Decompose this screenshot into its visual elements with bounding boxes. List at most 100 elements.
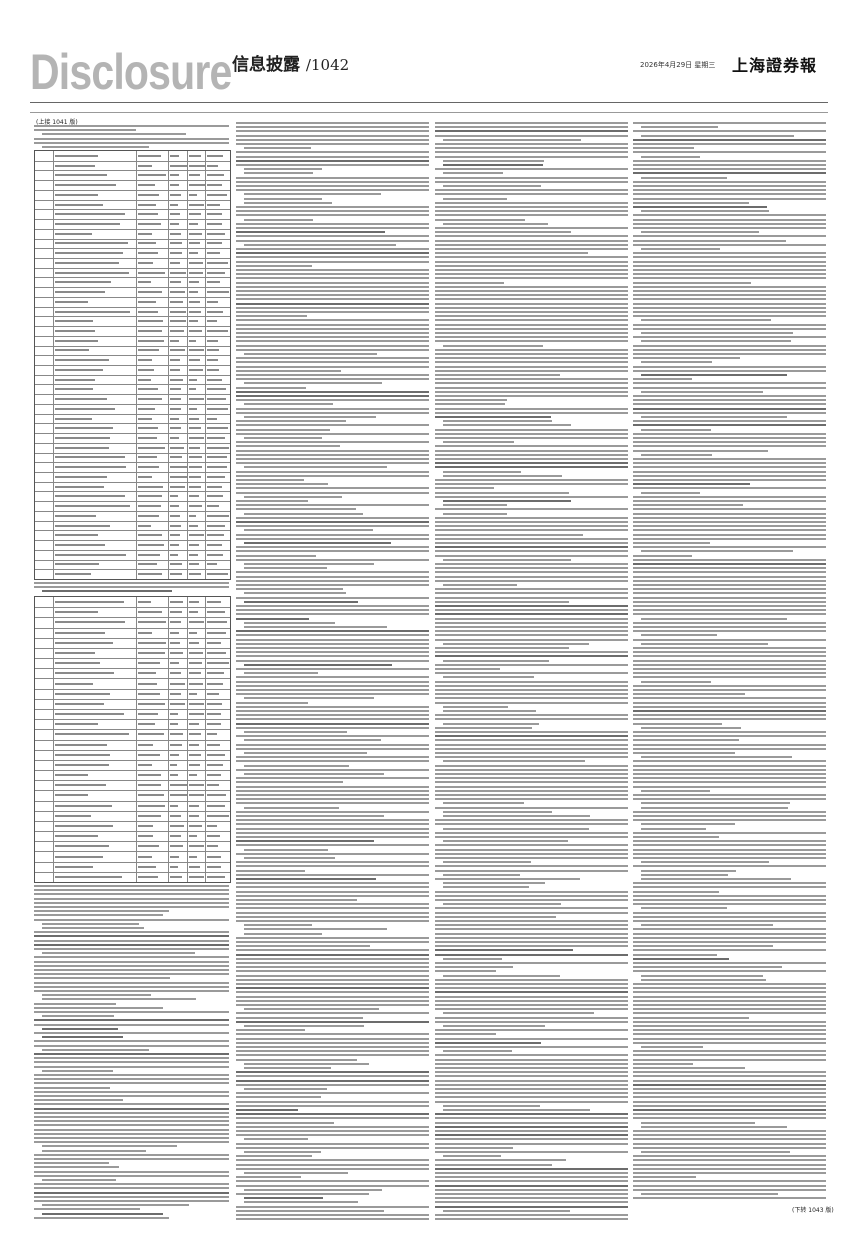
text-line [435,453,628,456]
table-cell [189,505,203,508]
text-line [633,1146,826,1149]
table-cell [138,524,152,527]
text-line [633,752,736,754]
text-line [435,399,508,402]
text-line [236,1058,357,1061]
table-cell [189,662,203,665]
table-cell [169,865,179,868]
text-line [641,974,764,977]
table-cell [169,407,181,410]
text-line [236,395,429,397]
table-cell [189,514,197,517]
text-line [633,147,694,150]
table-cell [138,682,157,685]
table-cell [54,164,96,167]
text-line [633,600,826,603]
text-line [236,907,429,910]
table-cell [169,825,185,828]
text-line [236,504,429,507]
text-line [236,655,429,658]
text-line [34,1162,109,1165]
text-line [435,869,628,872]
table-row-divider [35,160,230,162]
text-line [236,903,429,906]
text-line [435,252,589,255]
text-line [641,126,719,129]
text-line [435,1180,628,1183]
text-line [236,680,429,683]
table-row-divider [35,820,230,822]
text-line [633,777,826,780]
text-line [435,1033,497,1036]
text-line [641,176,728,179]
text-line [236,1134,429,1137]
table-row-divider [35,861,230,863]
text-line [633,466,826,469]
text-line [244,147,312,150]
table-cell [189,378,197,381]
text-line [435,894,628,897]
text-line [34,981,229,984]
text-line [236,794,429,796]
text-line [34,1061,229,1064]
text-line [641,374,787,376]
text-line [236,399,429,402]
text-line [435,630,628,633]
text-line [42,1145,178,1148]
text-line [236,789,429,792]
table-cell [169,349,186,352]
table-cell [169,713,179,716]
text-line [34,1044,229,1047]
text-line [633,659,826,662]
text-line [633,1058,826,1061]
table-cell [54,763,109,766]
table-cell [189,232,203,235]
table-cell [138,232,152,235]
text-line [633,399,826,402]
header-rule [30,102,828,103]
text-line [633,1142,826,1145]
table-cell [189,672,201,675]
text-line [244,621,335,624]
text-line [236,348,429,351]
table-cell [169,222,179,225]
text-line [641,1121,756,1124]
text-line [236,281,429,284]
text-line [42,146,150,148]
text-line [236,1075,429,1078]
table-cell [54,466,127,469]
text-line [435,294,628,297]
table-cell [54,271,129,274]
table-cell [206,310,223,313]
text-line [633,1033,826,1036]
text-line [435,533,584,536]
text-line [236,999,429,1002]
table-cell [169,475,187,478]
issue-date: 2026年4月29日 星期三 [640,61,716,69]
text-line [34,939,229,942]
table-row-divider [35,841,230,843]
table-cell [206,514,229,517]
table-row-divider [35,627,230,629]
text-line [236,1218,429,1221]
table-cell [189,222,199,225]
text-line [633,420,826,423]
text-line [633,336,826,339]
text-line [435,907,628,910]
table-cell [169,388,182,391]
text-line [236,974,429,977]
text-line [633,285,826,288]
table-cell [54,553,126,556]
text-line [236,1180,429,1183]
text-line [435,386,628,389]
text-line [236,483,328,486]
text-line [633,899,826,901]
text-line [443,420,552,423]
text-line [633,945,773,948]
table-row-divider [35,277,230,279]
text-line [236,525,429,528]
text-line [443,642,589,645]
table-cell [189,271,203,274]
table-cell [206,713,222,716]
text-line [641,361,712,364]
